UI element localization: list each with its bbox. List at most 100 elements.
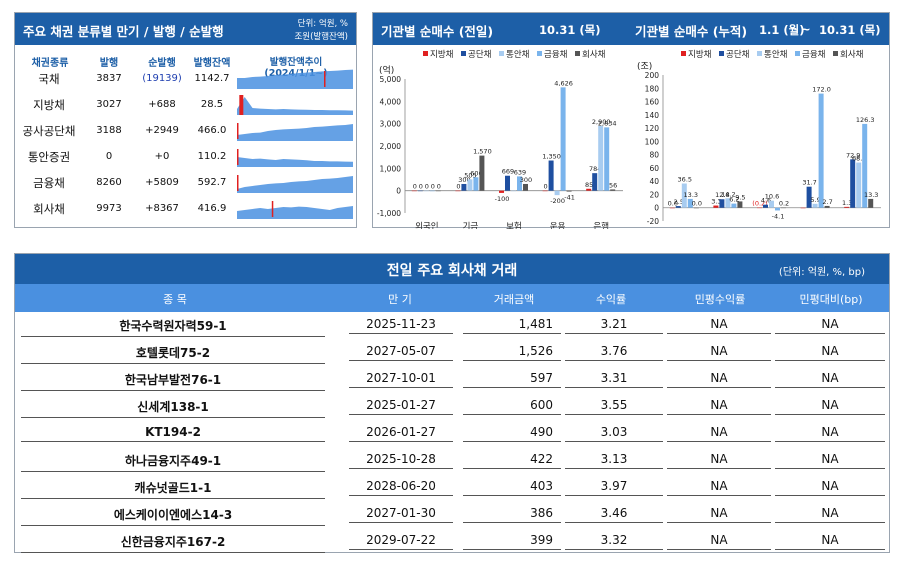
y-tick-label: 80 [649, 151, 659, 160]
y-tick-label: 100 [645, 137, 660, 146]
daily-chart-title: 기관별 순매수 (전일) [381, 24, 494, 39]
bar [850, 159, 856, 208]
sparkline-marker [271, 201, 274, 217]
table-row: 하나금융지주49-1 2025-10-28 422 3.13 NA NA [15, 447, 889, 474]
bar [560, 87, 566, 191]
sparkline-area [237, 97, 353, 115]
bar [775, 207, 780, 211]
legend-entry: 공단채 [468, 49, 491, 60]
amount-value: 600 [463, 398, 561, 415]
sparkline-area [237, 176, 353, 193]
mp-diff-value: NA [775, 398, 885, 415]
data-label: 2,900 [592, 118, 611, 126]
data-label: (0.2) [752, 200, 767, 208]
x-tick-label: 보험 [506, 222, 522, 229]
y-axis-label: (억) [379, 64, 394, 76]
mp-yield-value: NA [667, 371, 771, 388]
data-label: 639 [514, 168, 526, 176]
y-tick-label: 40 [649, 177, 659, 186]
y-tick-label: 120 [645, 124, 660, 133]
col-name: 종 목 [163, 293, 187, 306]
legend-swatch [795, 51, 800, 56]
bond-type-label: 공사공단채 [22, 124, 76, 138]
table-row: KT194-2 2026-01-27 490 3.03 NA NA [15, 420, 889, 447]
data-label: -4.1 [772, 212, 785, 220]
data-label: 12.8 [715, 191, 729, 199]
legend-swatch [575, 51, 580, 56]
table-row: 에스케이이엔에스14-3 2027-01-30 386 3.46 NA NA [15, 501, 889, 528]
bar [862, 123, 868, 208]
mp-yield-value: NA [667, 317, 771, 334]
bar [856, 162, 862, 208]
bar [598, 125, 604, 191]
sparkline-area [237, 69, 353, 89]
data-label: 0.0 [692, 200, 702, 208]
bar [824, 205, 830, 208]
bar [473, 177, 479, 191]
legend-entry: 공단채 [726, 49, 749, 60]
bond-name: 에스케이이엔에스14-3 [21, 506, 325, 526]
mp-diff-value: NA [775, 344, 885, 361]
balance-value: 592.7 [197, 177, 227, 188]
net-issue-value: +688 [148, 99, 176, 110]
amount-value: 1,526 [463, 344, 561, 361]
net-issue-value: +0 [154, 151, 170, 162]
issue-value: 3027 [96, 99, 122, 110]
maturity-value: 2027-05-07 [349, 344, 453, 361]
data-label: 56 [609, 181, 617, 189]
legend-swatch [537, 51, 542, 56]
mp-diff-value: NA [775, 479, 885, 496]
amount-value: 597 [463, 371, 561, 388]
bar [818, 93, 824, 208]
bond-name: 신한금융지주167-2 [21, 533, 325, 553]
bond-name: KT194-2 [21, 425, 325, 442]
mp-diff-value: NA [775, 506, 885, 523]
bar [757, 207, 762, 209]
sparkline-area [237, 124, 353, 141]
mp-yield-value: NA [667, 452, 771, 469]
legend-entry: 통안채 [764, 49, 787, 60]
bond-name: 캐슈넛골드1-1 [21, 479, 325, 499]
bar [423, 190, 429, 192]
data-label: 0 [419, 183, 423, 191]
y-tick-label: 20 [649, 190, 659, 199]
bond-name: 호텔롯데75-2 [21, 344, 325, 364]
data-label: 14.2 [721, 190, 735, 198]
bar [542, 190, 548, 192]
bar [800, 207, 806, 209]
yield-value: 3.76 [565, 344, 663, 361]
data-label: 5.9 [810, 196, 820, 204]
col-maturity: 만 기 [388, 293, 412, 306]
bar [435, 190, 441, 192]
yield-value: 3.13 [565, 452, 663, 469]
data-label: 13.3 [684, 191, 698, 199]
col-yield: 수익률 [595, 293, 627, 306]
legend-entry: 지방채 [688, 49, 711, 60]
bond-summary-unit: 단위: 억원, % [297, 19, 348, 29]
data-label: 1,570 [473, 148, 492, 156]
legend-entry: 통안채 [506, 49, 529, 60]
legend-entry: 회사채 [840, 49, 863, 60]
data-label: 669 [502, 168, 514, 176]
balance-trend-sparkline [237, 95, 353, 115]
bar [505, 175, 510, 191]
maturity-value: 2029-07-22 [349, 533, 453, 550]
data-label: -100 [495, 195, 510, 203]
amount-value: 422 [463, 452, 561, 469]
x-tick-label: 외국인 [415, 221, 438, 229]
bar [844, 206, 850, 208]
bar [781, 207, 786, 209]
mp-yield-value: NA [667, 506, 771, 523]
mp-yield-value: NA [667, 479, 771, 496]
amount-value: 403 [463, 479, 561, 496]
mp-yield-value: NA [667, 344, 771, 361]
bar [554, 190, 560, 196]
data-label: 72.9 [846, 151, 860, 159]
bar [812, 203, 818, 208]
amount-value: 386 [463, 506, 561, 523]
daily-net-buy-chart: (억) 지방채 공단채 통안채 금융채 회사채 5,000 4,000 3,000 2,000 1,… [377, 49, 623, 229]
balance-value: 416.9 [197, 203, 227, 214]
bar [681, 183, 687, 208]
cumulative-chart-title: 기관별 순매수 (누적) [635, 24, 748, 39]
corporate-bond-trades-panel: 전일 주요 회사채 거래 (단위: 억원, %, bp) 종 목 만 기 거래금… [14, 253, 890, 553]
